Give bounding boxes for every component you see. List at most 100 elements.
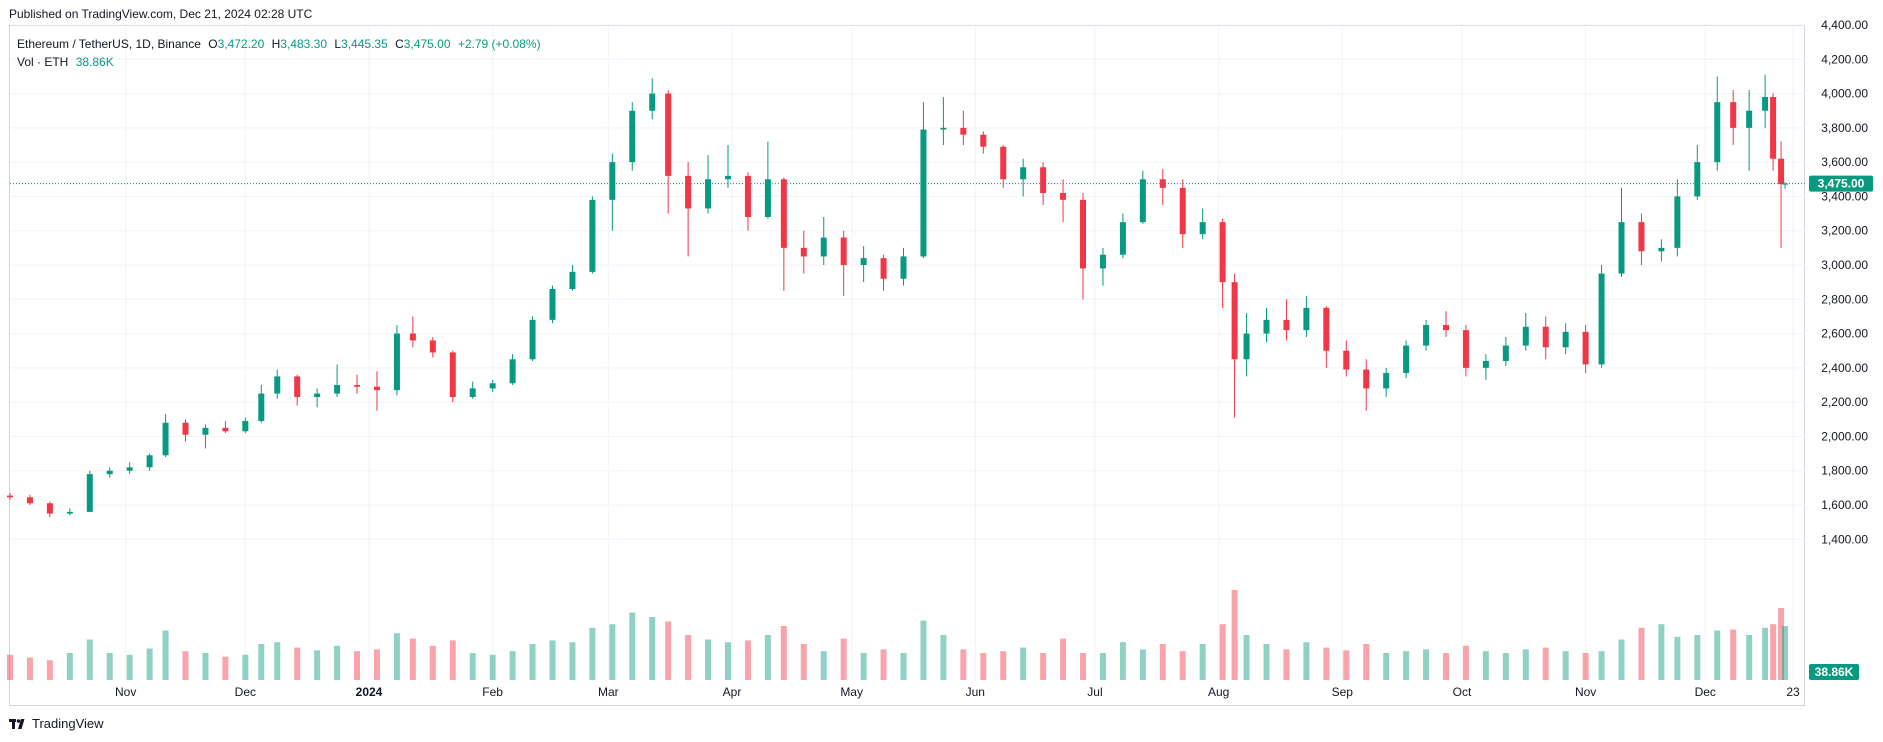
candle-body: [1522, 326, 1529, 346]
volume-bar: [1080, 653, 1087, 680]
time-tick-label: Dec: [235, 685, 256, 699]
time-tick-label: Jun: [966, 685, 985, 699]
candle-body: [609, 162, 616, 200]
candle-body: [1674, 196, 1681, 248]
candle-body: [665, 93, 672, 176]
volume-bar: [1674, 636, 1681, 680]
candle-body: [449, 352, 456, 397]
candle-body: [1199, 222, 1206, 235]
volume-bar: [820, 651, 827, 680]
candle-body: [1462, 330, 1469, 368]
volume-bar: [1139, 649, 1146, 680]
time-axis: Nov Dec 2024 Feb Mar Apr May Jun Jul Aug Sep Oct Nov…: [115, 685, 1800, 699]
volume-bar: [242, 654, 249, 680]
candle-body: [146, 455, 153, 468]
price-tick-label: 2,600.00: [1821, 327, 1868, 341]
candle-body: [1694, 162, 1701, 197]
legend-high-label: H: [271, 37, 281, 51]
volume-bar: [840, 638, 847, 680]
candle-body: [549, 289, 556, 320]
volume-bar: [1263, 644, 1270, 680]
volume-bar: [1243, 635, 1250, 680]
time-tick-label: 2024: [356, 685, 383, 699]
legend-ohlc-row: Ethereum / TetherUS, 1D, Binance O3,472.…: [17, 35, 541, 53]
price-tick-label: 2,200.00: [1821, 395, 1868, 409]
volume-bar: [1383, 653, 1390, 680]
volume-bar: [1303, 642, 1310, 680]
candle-body: [334, 385, 341, 394]
volume-bar: [1562, 651, 1569, 680]
volume-bar: [665, 621, 672, 680]
candle-body: [1762, 97, 1769, 111]
price-tick-label: 2,000.00: [1821, 429, 1868, 443]
volume-bar: [146, 648, 153, 680]
time-tick-label: Dec: [1695, 685, 1716, 699]
tradingview-brand[interactable]: TradingView: [9, 716, 104, 731]
price-tick-label: 3,400.00: [1821, 189, 1868, 203]
candle-body: [1562, 331, 1569, 348]
published-caption: Published on TradingView.com, Dec 21, 20…: [9, 7, 313, 21]
price-tick-label: 4,400.00: [1821, 18, 1868, 32]
legend-symbol[interactable]: Ethereum / TetherUS, 1D, Binance: [17, 37, 201, 51]
candle-body: [1323, 307, 1330, 351]
candle-body: [106, 470, 113, 475]
candle-body: [1283, 319, 1290, 331]
volume-bar: [1746, 635, 1753, 680]
time-tick-label: Apr: [723, 685, 742, 699]
volume-bar: [1638, 627, 1645, 680]
candle-body: [629, 110, 636, 163]
candle-body: [1770, 97, 1777, 159]
volume-bar: [1778, 608, 1785, 680]
volume-bar: [162, 630, 169, 680]
candle-body: [1638, 222, 1645, 252]
candle-body: [7, 495, 13, 498]
candle-body: [1231, 282, 1238, 360]
volume-bar: [1159, 644, 1166, 680]
candle-body: [1443, 325, 1449, 331]
volume-bar: [1343, 650, 1350, 680]
price-tick-label: 4,000.00: [1821, 87, 1868, 101]
candle-body: [393, 333, 400, 391]
candle-body: [1343, 350, 1350, 370]
candle-body: [1502, 345, 1509, 361]
volume-bar: [449, 640, 456, 680]
legend-close-label: C: [395, 37, 404, 51]
volume-bar: [1522, 649, 1529, 680]
volume-bar: [980, 653, 987, 680]
price-tick-label: 3,800.00: [1821, 121, 1868, 135]
volume-bar: [1040, 653, 1047, 680]
candle-body: [1746, 110, 1753, 128]
candle-body: [685, 175, 692, 209]
legend-volume-value: 38.86K: [75, 55, 114, 69]
legend-close-value: 3,475.00: [403, 37, 451, 51]
candle-body: [589, 199, 596, 272]
candle-body: [242, 421, 249, 432]
volume-bar: [1179, 651, 1186, 680]
volume-bar: [1598, 651, 1605, 680]
candle-body: [509, 359, 516, 384]
volume-bar: [354, 651, 361, 680]
candle-body: [900, 256, 907, 279]
last-price-badge: [1809, 175, 1873, 192]
candle-body: [920, 129, 927, 257]
volume-bar: [1482, 651, 1489, 680]
legend-volume-label[interactable]: Vol · ETH: [17, 55, 69, 69]
candle-body: [126, 467, 133, 471]
volume-bar: [409, 638, 416, 680]
price-tick-label: 2,400.00: [1821, 361, 1868, 375]
price-tick-label: 4,200.00: [1821, 52, 1868, 66]
price-tick-label: 2,800.00: [1821, 292, 1868, 306]
tradingview-brand-label: TradingView: [32, 716, 104, 731]
time-tick-label: Oct: [1453, 685, 1472, 699]
price-tick-label: 1,800.00: [1821, 464, 1868, 478]
time-tick-label: Aug: [1208, 685, 1229, 699]
volume-bar: [222, 656, 229, 680]
candle-body: [1618, 222, 1625, 274]
volume-bar: [940, 635, 947, 680]
candle-body: [780, 179, 787, 248]
volume-bar: [880, 649, 887, 680]
volume-bar: [960, 649, 967, 680]
candle-body: [1778, 158, 1785, 185]
volume-bar: [26, 657, 33, 680]
